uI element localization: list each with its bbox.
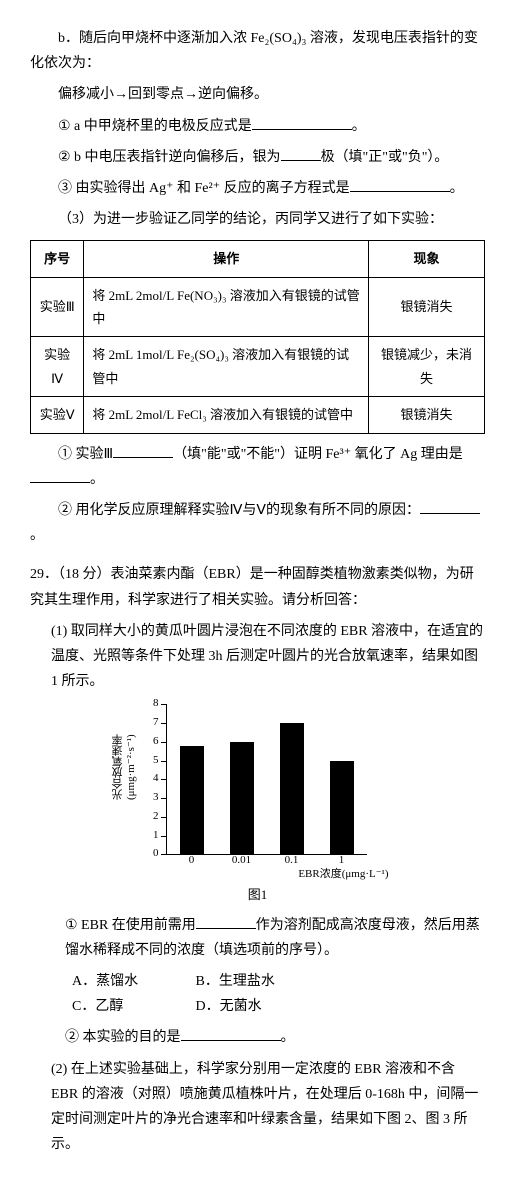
- option-b[interactable]: B．生理盐水: [196, 969, 316, 994]
- q28-p3-q1-mid: （填"能"或"不能"）证明 Fe³⁺ 氧化了 Ag 理由是: [173, 447, 463, 462]
- chart-ylabel: 光合放氧速率 (μmg·m⁻²·s⁻¹): [112, 734, 138, 800]
- q28-p3-q2-pre: ② 用化学反应原理解释实验Ⅳ与Ⅴ的现象有所不同的原因：: [58, 503, 420, 518]
- chart-figure-1: 光合放氧速率 (μmg·m⁻²·s⁻¹) EBR浓度(μmg·L⁻¹) 0123…: [118, 704, 398, 906]
- fig1-caption: 图1: [118, 883, 398, 906]
- q28b-line2-post: 极（填"正"或"负"）。: [321, 150, 449, 165]
- ylabel-line2: (μmg·m⁻²·s⁻¹): [125, 735, 137, 801]
- blank-solvent[interactable]: [196, 914, 256, 929]
- bar-chart-plot: EBR浓度(μmg·L⁻¹) 01234567800.010.11: [166, 704, 367, 855]
- q28b-line2-pre: ② b 中电压表指针逆向偏移后，银为: [58, 150, 281, 165]
- q28b-line3-post: 。: [450, 181, 464, 196]
- q29-q1: ① EBR 在使用前需用作为溶剂配成高浓度母液，然后用蒸馏水稀释成不同的浓度（填…: [65, 913, 485, 963]
- cell-op: 将 2mL 2mol/L Fe(NO₃)₃ 溶液加入有银镜的试管中: [84, 277, 369, 337]
- ytick: [161, 854, 167, 855]
- cell-phenom: 银镜消失: [369, 277, 485, 337]
- q29-q2: ② 本实验的目的是 。: [65, 1025, 485, 1050]
- yticklabel: 0: [139, 844, 159, 864]
- cell-op: 将 2mL 1mol/L Fe₂(SO₄)₃ 溶液加入有银镜的试管中: [84, 337, 369, 397]
- option-a[interactable]: A．蒸馏水: [72, 969, 192, 994]
- q28b-line1-post: 。: [352, 119, 366, 134]
- th-seq: 序号: [31, 241, 84, 277]
- q29-p1: (1) 取同样大小的黄瓜叶圆片浸泡在不同浓度的 EBR 溶液中，在适宜的温度、光…: [51, 619, 485, 695]
- ytick: [161, 798, 167, 799]
- ytick: [161, 817, 167, 818]
- q29-p2: (2) 在上述实验基础上，科学家分别用一定浓度的 EBR 溶液和不含 EBR 的…: [51, 1057, 485, 1158]
- blank-polarity[interactable]: [281, 146, 321, 161]
- yticklabel: 7: [139, 713, 159, 733]
- q28-p3-q1-pre: ① 实验Ⅲ: [58, 447, 113, 462]
- xticklabel: 0.01: [232, 851, 251, 871]
- q28-p3-q1: ① 实验Ⅲ （填"能"或"不能"）证明 Fe³⁺ 氧化了 Ag 理由是。: [30, 442, 485, 492]
- chart-bar: [280, 723, 304, 854]
- yticklabel: 5: [139, 751, 159, 771]
- q29-q2-pre: ② 本实验的目的是: [65, 1030, 181, 1045]
- q28-part3-intro: （3）为进一步验证乙同学的结论，丙同学又进行了如下实验：: [30, 207, 485, 232]
- q28b-intro: b．随后向甲烧杯中逐渐加入浓 Fe₂(SO₄)₃ 溶液，发现电压表指针的变化依次…: [30, 26, 485, 76]
- table-row: 实验Ⅴ 将 2mL 2mol/L FeCl₃ 溶液加入有银镜的试管中 银镜消失: [31, 397, 485, 433]
- blank-can-cannot[interactable]: [113, 443, 173, 458]
- q28b-line2: ② b 中电压表指针逆向偏移后，银为 极（填"正"或"负"）。: [30, 145, 485, 170]
- blank-explain[interactable]: [420, 499, 480, 514]
- blank-electrode-eq[interactable]: [252, 115, 352, 130]
- option-c[interactable]: C．乙醇: [72, 994, 192, 1019]
- q29-head: 29．（18 分）表油菜素内酯（EBR）是一种固醇类植物激素类似物，为研究其生理…: [30, 562, 485, 612]
- xticklabel: 0.1: [285, 851, 299, 871]
- th-phenom: 现象: [369, 241, 485, 277]
- option-d[interactable]: D．无菌水: [196, 994, 316, 1019]
- experiment-table: 序号 操作 现象 实验Ⅲ 将 2mL 2mol/L Fe(NO₃)₃ 溶液加入有…: [30, 240, 485, 433]
- q28-p3-q2: ② 用化学反应原理解释实验Ⅳ与Ⅴ的现象有所不同的原因： 。: [30, 498, 485, 548]
- table-row: 实验Ⅳ 将 2mL 1mol/L Fe₂(SO₄)₃ 溶液加入有银镜的试管中 银…: [31, 337, 485, 397]
- ytick: [161, 761, 167, 762]
- chart-bar: [230, 742, 254, 855]
- cell-seq: 实验Ⅳ: [31, 337, 84, 397]
- q28-p3-q2-post: 。: [30, 528, 44, 543]
- th-op: 操作: [84, 241, 369, 277]
- yticklabel: 1: [139, 826, 159, 846]
- yticklabel: 6: [139, 732, 159, 752]
- ytick: [161, 836, 167, 837]
- blank-reason[interactable]: [30, 468, 90, 483]
- ytick: [161, 779, 167, 780]
- q28b-line1: ① a 中甲烧杯里的电极反应式是 。: [30, 114, 485, 139]
- q29-q1-pre: ① EBR 在使用前需用: [65, 918, 196, 933]
- xticklabel: 1: [339, 851, 345, 871]
- q28b-line1-pre: ① a 中甲烧杯里的电极反应式是: [58, 119, 252, 134]
- yticklabel: 3: [139, 788, 159, 808]
- chart-bar: [180, 746, 204, 855]
- cell-phenom: 银镜减少，未消失: [369, 337, 485, 397]
- q28b-line3: ③ 由实验得出 Ag⁺ 和 Fe²⁺ 反应的离子方程式是 。: [30, 176, 485, 201]
- yticklabel: 2: [139, 807, 159, 827]
- blank-purpose[interactable]: [181, 1026, 281, 1041]
- q29-q2-post: 。: [281, 1030, 295, 1045]
- table-row: 实验Ⅲ 将 2mL 2mol/L Fe(NO₃)₃ 溶液加入有银镜的试管中 银镜…: [31, 277, 485, 337]
- cell-seq: 实验Ⅴ: [31, 397, 84, 433]
- cell-phenom: 银镜消失: [369, 397, 485, 433]
- chart-bar: [330, 761, 354, 855]
- yticklabel: 4: [139, 769, 159, 789]
- q29-options: A．蒸馏水 B．生理盐水 C．乙醇 D．无菌水: [72, 969, 485, 1019]
- blank-ionic-eq[interactable]: [350, 177, 450, 192]
- ytick: [161, 723, 167, 724]
- xticklabel: 0: [189, 851, 195, 871]
- cell-op: 将 2mL 2mol/L FeCl₃ 溶液加入有银镜的试管中: [84, 397, 369, 433]
- ytick: [161, 742, 167, 743]
- q28b-change: 偏移减小→回到零点→逆向偏移。: [30, 82, 485, 107]
- ylabel-line1: 光合放氧速率: [112, 734, 124, 800]
- yticklabel: 8: [139, 694, 159, 714]
- ytick: [161, 704, 167, 705]
- q28b-line3-pre: ③ 由实验得出 Ag⁺ 和 Fe²⁺ 反应的离子方程式是: [58, 181, 350, 196]
- q28-p3-q1-post: 。: [90, 472, 104, 487]
- cell-seq: 实验Ⅲ: [31, 277, 84, 337]
